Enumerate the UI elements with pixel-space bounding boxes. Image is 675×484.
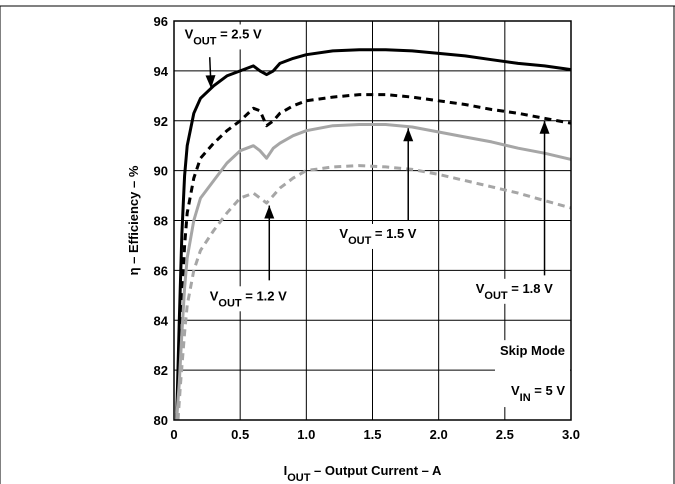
plot-frame [173,20,572,421]
x-tick-label: 1.0 [297,427,315,442]
y-tick-label: 94 [154,64,169,79]
x-axis-label: IOUT – Output Current – A [284,463,442,484]
series-line-0 [175,48,572,421]
y-tick-label: 90 [154,164,168,179]
label-vout-2-5: VOUT = 2.5 V [185,26,262,47]
note-skip-mode: Skip Mode [500,343,565,358]
x-tick-label: 0.5 [231,427,249,442]
y-tick-label: 88 [154,214,168,229]
tick-labels: 0 0.5 1.0 1.5 2.0 2.5 3.0 80 82 84 86 88 90 92 94 96 [154,14,581,442]
y-tick-label: 84 [154,313,169,328]
note-bg [494,340,570,408]
series-group [175,48,572,421]
label-bg-vout-2-5 [181,24,265,50]
label-bg-vout-1-8 [472,278,557,304]
arrow-head-vout-1-5 [403,128,414,142]
label-bg-vout-1-5 [336,223,420,249]
note-vin: VIN = 5 V [511,383,565,404]
label-vout-1-5: VOUT = 1.5 V [339,226,416,247]
label-vout-1-2: VOUT = 1.2 V [210,288,287,309]
arrow-head-vout-1-8 [539,120,550,134]
label-bg-vout-1-2 [206,286,291,312]
arrow-head-vout-1-2 [264,205,275,219]
x-tick-label: 2.0 [430,427,448,442]
arrow-head-vout-2-5 [205,75,216,89]
x-tick-label: 0 [170,427,177,442]
x-tick-label: 3.0 [562,427,580,442]
y-tick-label: 92 [154,114,168,129]
y-tick-label: 82 [154,363,168,378]
x-tick-label: 1.5 [363,427,381,442]
y-tick-label: 86 [154,263,168,278]
y-tick-label: 80 [154,413,168,428]
series-line-2 [175,123,572,421]
y-tick-label: 96 [154,14,168,29]
x-tick-label: 2.5 [496,427,514,442]
y-axis-label: η – Efficiency – % [126,165,141,275]
grid [174,21,571,420]
annotation-group: VOUT = 2.5 V VOUT = 1.5 V VOUT = 1.2 V VOUT… [181,24,570,408]
series-line-1 [175,93,572,421]
label-vout-1-8: VOUT = 1.8 V [476,281,553,302]
